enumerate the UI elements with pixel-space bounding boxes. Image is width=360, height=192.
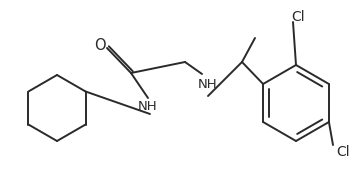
Text: NH: NH	[198, 79, 218, 92]
Text: O: O	[94, 37, 106, 52]
Text: Cl: Cl	[291, 10, 305, 24]
Text: Cl: Cl	[336, 145, 350, 159]
Text: NH: NH	[138, 100, 158, 113]
